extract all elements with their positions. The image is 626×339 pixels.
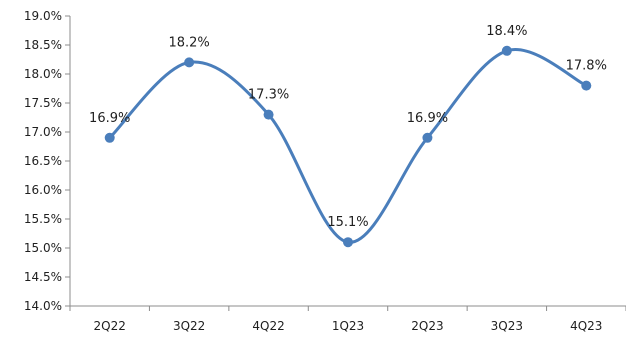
y-axis-ticks: 14.0% 14.5% 15.0% 15.5% 16.0% 16.5% 17.0% 17.5%… <box>24 9 70 313</box>
data-label: 18.2% <box>168 35 209 50</box>
y-tick-label: 14.0% <box>24 299 62 313</box>
data-label: 17.3% <box>248 88 289 103</box>
series-layer <box>104 45 592 248</box>
y-tick-label: 17.0% <box>24 125 62 139</box>
y-tick-label: 18.0% <box>24 67 62 81</box>
y-tick-label: 19.0% <box>24 9 62 23</box>
y-tick-label: 16.5% <box>24 154 62 168</box>
x-tick-label: 4Q23 <box>570 319 602 333</box>
data-label: 16.9% <box>407 111 448 126</box>
data-label: 17.8% <box>566 59 607 74</box>
series-line <box>108 48 588 244</box>
data-point <box>184 57 195 68</box>
data-point <box>263 109 274 120</box>
data-point <box>501 45 512 56</box>
data-point <box>343 237 353 248</box>
axes <box>69 16 626 307</box>
x-tick-label: 4Q22 <box>252 319 284 333</box>
data-point <box>422 132 433 143</box>
data-point <box>104 132 115 143</box>
y-tick-label: 14.5% <box>24 270 62 284</box>
y-tick-label: 16.0% <box>24 183 62 197</box>
y-tick-label: 15.5% <box>24 212 62 226</box>
x-tick-label: 3Q23 <box>491 319 523 333</box>
y-tick-label: 15.0% <box>24 241 62 255</box>
data-label: 15.1% <box>327 215 368 230</box>
y-tick-label: 18.5% <box>24 38 62 52</box>
x-tick-label: 1Q23 <box>332 319 364 333</box>
x-tick-label: 2Q23 <box>411 319 443 333</box>
data-labels: 16.9% 18.2% 17.3% 15.1% 16.9% 18.4% 17.8% <box>89 24 607 230</box>
data-point <box>581 80 592 91</box>
data-label: 18.4% <box>486 24 527 39</box>
x-tick-label: 3Q22 <box>173 319 205 333</box>
y-tick-label: 17.5% <box>24 96 62 110</box>
x-tick-label: 2Q22 <box>94 319 126 333</box>
data-label: 16.9% <box>89 111 130 126</box>
x-axis-ticks: 2Q22 3Q22 4Q22 1Q23 2Q23 3Q23 4Q23 <box>69 306 626 333</box>
